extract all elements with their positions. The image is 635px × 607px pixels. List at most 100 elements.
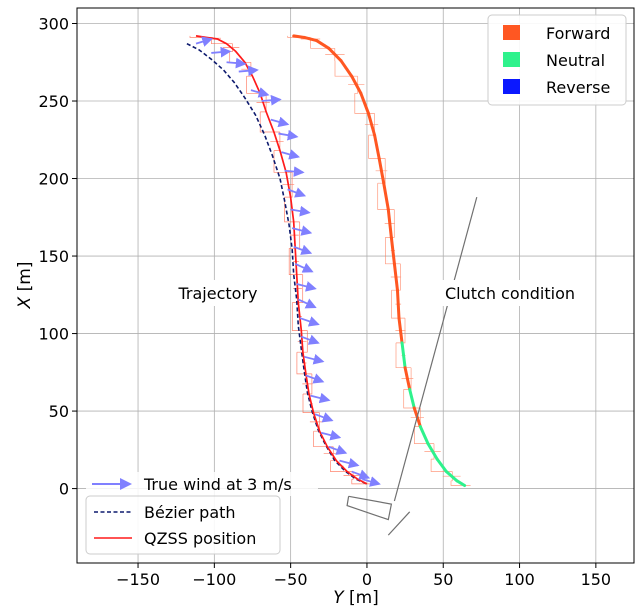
series-layer — [186, 34, 467, 487]
clutch-segment — [418, 425, 430, 446]
wind-arrow — [270, 116, 290, 128]
legend-label-wind: True wind at 3 m/s — [143, 475, 292, 494]
annotation-trajectory: Trajectory — [178, 284, 258, 303]
wind-arrow — [305, 373, 325, 384]
x-tick-label: −50 — [274, 570, 308, 589]
clutch-segment — [327, 46, 343, 63]
legend-lower-left-box — [85, 495, 281, 555]
clutch-segment — [386, 208, 393, 239]
wind-arrow — [211, 46, 232, 58]
x-axis-label: Y [m] — [333, 588, 379, 607]
legend-label-reverse: Reverse — [546, 78, 610, 97]
clutch-segment — [400, 341, 407, 370]
wind-arrow — [328, 444, 348, 455]
wind-arrow — [284, 166, 305, 177]
x-axis-label-var: Y — [333, 588, 345, 607]
annotation-clutch: Clutch condition — [445, 284, 575, 303]
y-tick-label: 0 — [59, 480, 69, 499]
plot-area — [186, 34, 478, 536]
clutch-segment — [350, 74, 363, 95]
x-axis-label-unit: [m] — [344, 588, 379, 607]
wind-arrow — [293, 244, 313, 255]
legend-swatch-neutral — [503, 52, 520, 67]
legend-wind: True wind at 3 m/s — [86, 472, 318, 496]
plot-frame — [76, 7, 635, 564]
clutch-segment — [397, 316, 404, 345]
x-tick-label: 100 — [504, 570, 535, 589]
annotation-trajectory-bg — [168, 280, 270, 306]
wind-arrow — [299, 316, 320, 327]
legend-swatch-reverse — [503, 79, 520, 94]
legend-swatch-forward — [503, 25, 520, 40]
wind-arrow — [297, 298, 317, 309]
legend-upper-right: Forward Neutral Reverse — [487, 14, 627, 106]
wind-arrow — [278, 129, 299, 141]
clutch-segment — [339, 59, 354, 78]
clutch-segment — [359, 91, 370, 115]
wind-arrow — [261, 94, 282, 106]
wind-arrow — [287, 187, 307, 198]
axis-ticks: −150 −100 −50 0 50 100 150 0 50 100 150 200 250 300 — [38, 15, 611, 589]
wind-arrow — [290, 205, 311, 217]
wind-arrow — [339, 457, 360, 469]
clutch-segment — [444, 470, 459, 483]
clutch-segment — [395, 288, 401, 320]
wind-arrow — [281, 149, 301, 160]
y-tick-label: 250 — [38, 92, 69, 111]
boat-outline — [346, 495, 393, 521]
clutch-jitter-layer — [189, 35, 471, 486]
y-axis-label: X [m] — [15, 262, 35, 310]
clutch-segment — [302, 35, 319, 43]
legend-label-qzss: QZSS position — [144, 529, 256, 548]
wind-arrow — [304, 354, 325, 365]
bezier-path-line — [186, 42, 368, 485]
clutch-pointer-line — [393, 196, 478, 502]
annotation-clutch-bg — [433, 280, 587, 306]
clutch-segment — [389, 235, 396, 266]
wind-arrow — [250, 87, 270, 98]
legend-upper-right-box — [487, 14, 627, 106]
y-tick-label: 100 — [38, 325, 69, 344]
x-tick-label: 150 — [581, 570, 612, 589]
wind-arrow — [195, 36, 214, 47]
clutch-segment — [403, 366, 412, 391]
qzss-outline-jitter — [189, 35, 373, 485]
wind-arrow — [238, 65, 259, 77]
y-tick-label: 50 — [49, 402, 69, 421]
y-tick-label: 200 — [38, 170, 69, 189]
x-tick-label: −100 — [192, 570, 236, 589]
legend-label-neutral: Neutral — [546, 51, 605, 70]
clutch-segment — [392, 262, 399, 292]
clutch-segment — [382, 181, 390, 212]
wind-arrow — [291, 225, 313, 236]
clutch-segment — [408, 387, 416, 410]
clutch-segment — [455, 479, 467, 487]
wind-arrow — [320, 429, 342, 441]
wind-arrow — [310, 392, 331, 404]
wind-arrow — [294, 262, 314, 273]
y-axis-label-var: X — [15, 296, 35, 309]
y-tick-label: 300 — [38, 15, 69, 34]
wind-arrow — [362, 476, 381, 487]
x-tick-label: 50 — [433, 570, 453, 589]
x-tick-label: 0 — [362, 570, 372, 589]
qzss-position-line — [195, 35, 368, 485]
wind-arrow — [296, 281, 317, 292]
wind-arrow-layer — [195, 36, 381, 487]
wind-arrow — [314, 412, 334, 423]
x-tick-label: −150 — [116, 570, 160, 589]
boat-pointer-layer — [346, 196, 478, 536]
clutch-pointer-tail — [387, 511, 411, 536]
clutch-segment — [292, 34, 306, 39]
clutch-segment — [435, 457, 448, 474]
wind-arrow — [351, 469, 371, 480]
clutch-segment — [366, 111, 377, 137]
clutch-segment — [315, 39, 331, 50]
legend-label-forward: Forward — [546, 24, 610, 43]
y-axis-label-unit: [m] — [15, 262, 35, 297]
wind-arrow — [226, 57, 247, 69]
clutch-segment — [373, 133, 381, 160]
legend-label-bezier: Bézier path — [144, 503, 236, 522]
clutch-segment — [426, 442, 439, 461]
